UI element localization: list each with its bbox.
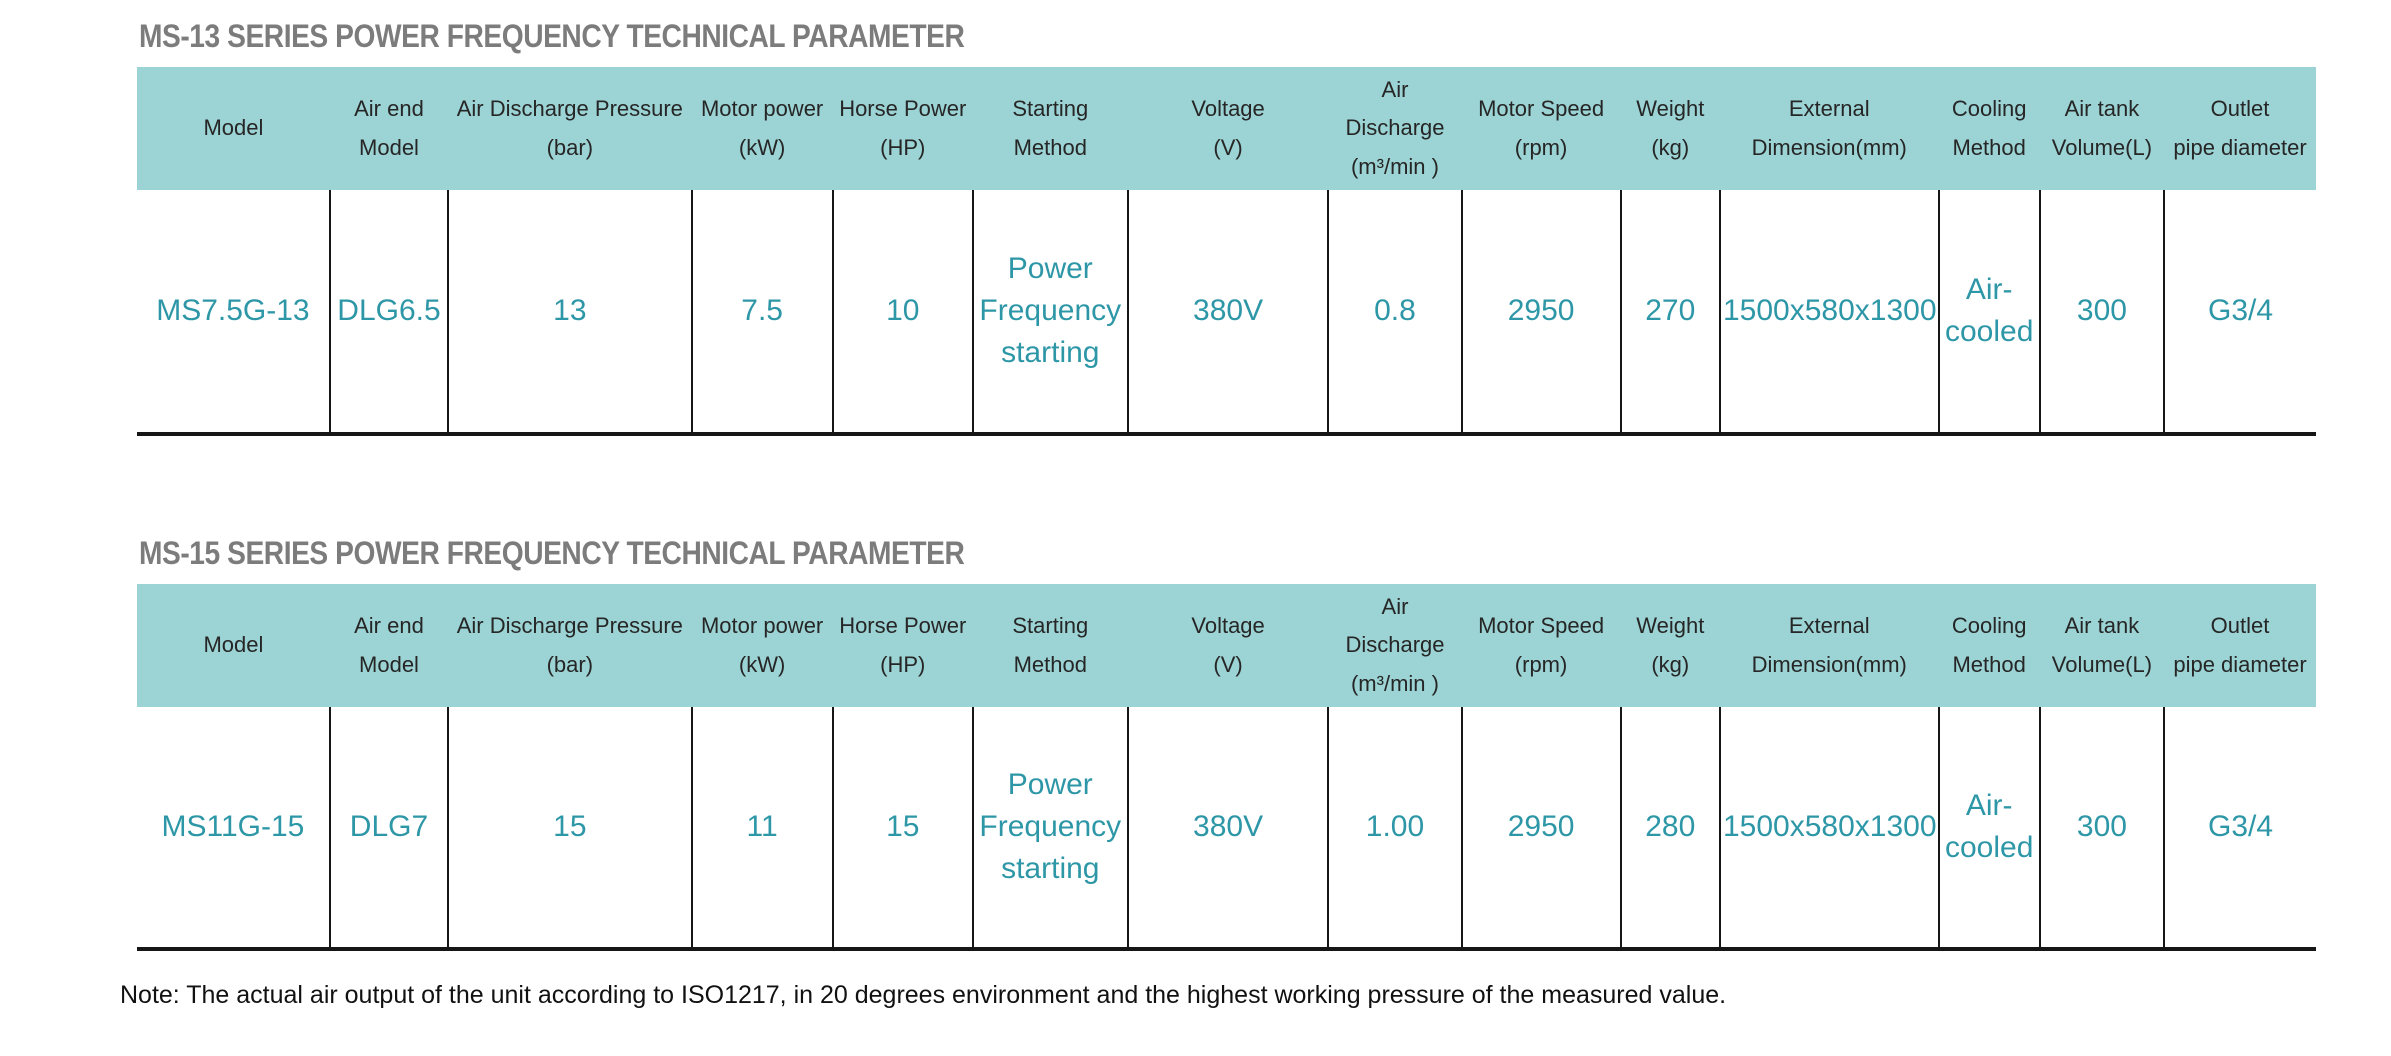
cell-weight: 270 [1619, 190, 1720, 436]
col-header-air-tank-volume: Air tank Volume(L) [2039, 67, 2165, 190]
col-header-air-discharge: Air Discharge (m³/min ) [1328, 584, 1462, 707]
col-header-external-dimension: External Dimension(mm) [1719, 67, 1939, 190]
note-text: Note: The actual air output of the unit … [120, 981, 1727, 1009]
col-header-motor-power: Motor power (kW) [691, 67, 833, 190]
col-header-outlet-pipe-diameter: Outlet pipe diameter [2164, 67, 2316, 190]
cell-outlet-pipe-diameter: G3/4 [2163, 190, 2316, 436]
cell-horse-power: 10 [831, 190, 973, 436]
col-header-motor-speed: Motor Speed (rpm) [1461, 67, 1621, 190]
cell-starting-method: Power Frequency starting [971, 190, 1128, 436]
ms13-section: MS-13 SERIES POWER FREQUENCY TECHNICAL P… [137, 18, 2391, 436]
cell-cooling-method: Air- cooled [1937, 190, 2040, 436]
ms15-section: MS-15 SERIES POWER FREQUENCY TECHNICAL P… [137, 535, 2391, 951]
col-header-weight: Weight (kg) [1620, 67, 1720, 190]
cell-motor-power: 11 [690, 707, 833, 951]
col-header-horse-power: Horse Power (HP) [832, 67, 973, 190]
cell-motor-power: 7.5 [690, 190, 833, 436]
cell-weight: 280 [1619, 707, 1720, 951]
ms15-parameters-table: Model Air end Model Air Discharge Pressu… [137, 584, 2316, 951]
col-header-air-discharge-pressure: Air Discharge Pressure (bar) [448, 584, 692, 707]
cell-model: MS7.5G-13 [137, 190, 330, 436]
ms13-header-row: Model Air end Model Air Discharge Pressu… [137, 67, 2316, 190]
col-header-cooling-method: Cooling Method [1938, 67, 2040, 190]
ms15-header-row: Model Air end Model Air Discharge Pressu… [137, 584, 2316, 707]
table-row: MS11G-15 DLG7 15 11 15 Power Frequency s… [137, 707, 2316, 951]
ms13-parameters-table: Model Air end Model Air Discharge Pressu… [137, 67, 2316, 436]
col-header-outlet-pipe-diameter: Outlet pipe diameter [2164, 584, 2316, 707]
cell-air-tank-volume: 300 [2038, 190, 2165, 436]
cell-external-dimension: 1500x580x1300 [1718, 707, 1939, 951]
cell-starting-method: Power Frequency starting [971, 707, 1128, 951]
col-header-motor-power: Motor power (kW) [691, 584, 833, 707]
col-header-voltage: Voltage (V) [1127, 584, 1329, 707]
col-header-air-discharge: Air Discharge (m³/min ) [1328, 67, 1462, 190]
col-header-cooling-method: Cooling Method [1938, 584, 2040, 707]
col-header-model: Model [137, 584, 330, 707]
col-header-air-end-model: Air end Model [329, 584, 449, 707]
cell-voltage: 380V [1126, 707, 1329, 951]
cell-air-end-model: DLG7 [328, 707, 449, 951]
col-header-starting-method: Starting Method [972, 584, 1128, 707]
cell-air-discharge: 0.8 [1327, 190, 1462, 436]
col-header-voltage: Voltage (V) [1127, 67, 1329, 190]
cell-motor-speed: 2950 [1460, 707, 1621, 951]
cell-air-discharge: 1.00 [1327, 707, 1462, 951]
table-row: MS7.5G-13 DLG6.5 13 7.5 10 Power Frequen… [137, 190, 2316, 436]
col-header-air-discharge-pressure: Air Discharge Pressure (bar) [448, 67, 692, 190]
cell-external-dimension: 1500x580x1300 [1718, 190, 1939, 436]
cell-motor-speed: 2950 [1460, 190, 1621, 436]
cell-horse-power: 15 [831, 707, 973, 951]
col-header-air-tank-volume: Air tank Volume(L) [2039, 584, 2165, 707]
col-header-air-end-model: Air end Model [329, 67, 449, 190]
cell-model: MS11G-15 [137, 707, 330, 951]
col-header-weight: Weight (kg) [1620, 584, 1720, 707]
page: MS-13 SERIES POWER FREQUENCY TECHNICAL P… [120, 18, 2391, 1009]
cell-air-discharge-pressure: 13 [447, 190, 692, 436]
col-header-external-dimension: External Dimension(mm) [1719, 584, 1939, 707]
cell-air-tank-volume: 300 [2038, 707, 2165, 951]
cell-cooling-method: Air- cooled [1937, 707, 2040, 951]
cell-voltage: 380V [1126, 190, 1329, 436]
ms13-section-title: MS-13 SERIES POWER FREQUENCY TECHNICAL P… [139, 18, 965, 54]
col-header-model: Model [137, 67, 330, 190]
col-header-motor-speed: Motor Speed (rpm) [1461, 584, 1621, 707]
cell-air-discharge-pressure: 15 [447, 707, 692, 951]
cell-outlet-pipe-diameter: G3/4 [2163, 707, 2316, 951]
ms15-section-title: MS-15 SERIES POWER FREQUENCY TECHNICAL P… [139, 535, 965, 571]
col-header-starting-method: Starting Method [972, 67, 1128, 190]
col-header-horse-power: Horse Power (HP) [832, 584, 973, 707]
cell-air-end-model: DLG6.5 [328, 190, 449, 436]
